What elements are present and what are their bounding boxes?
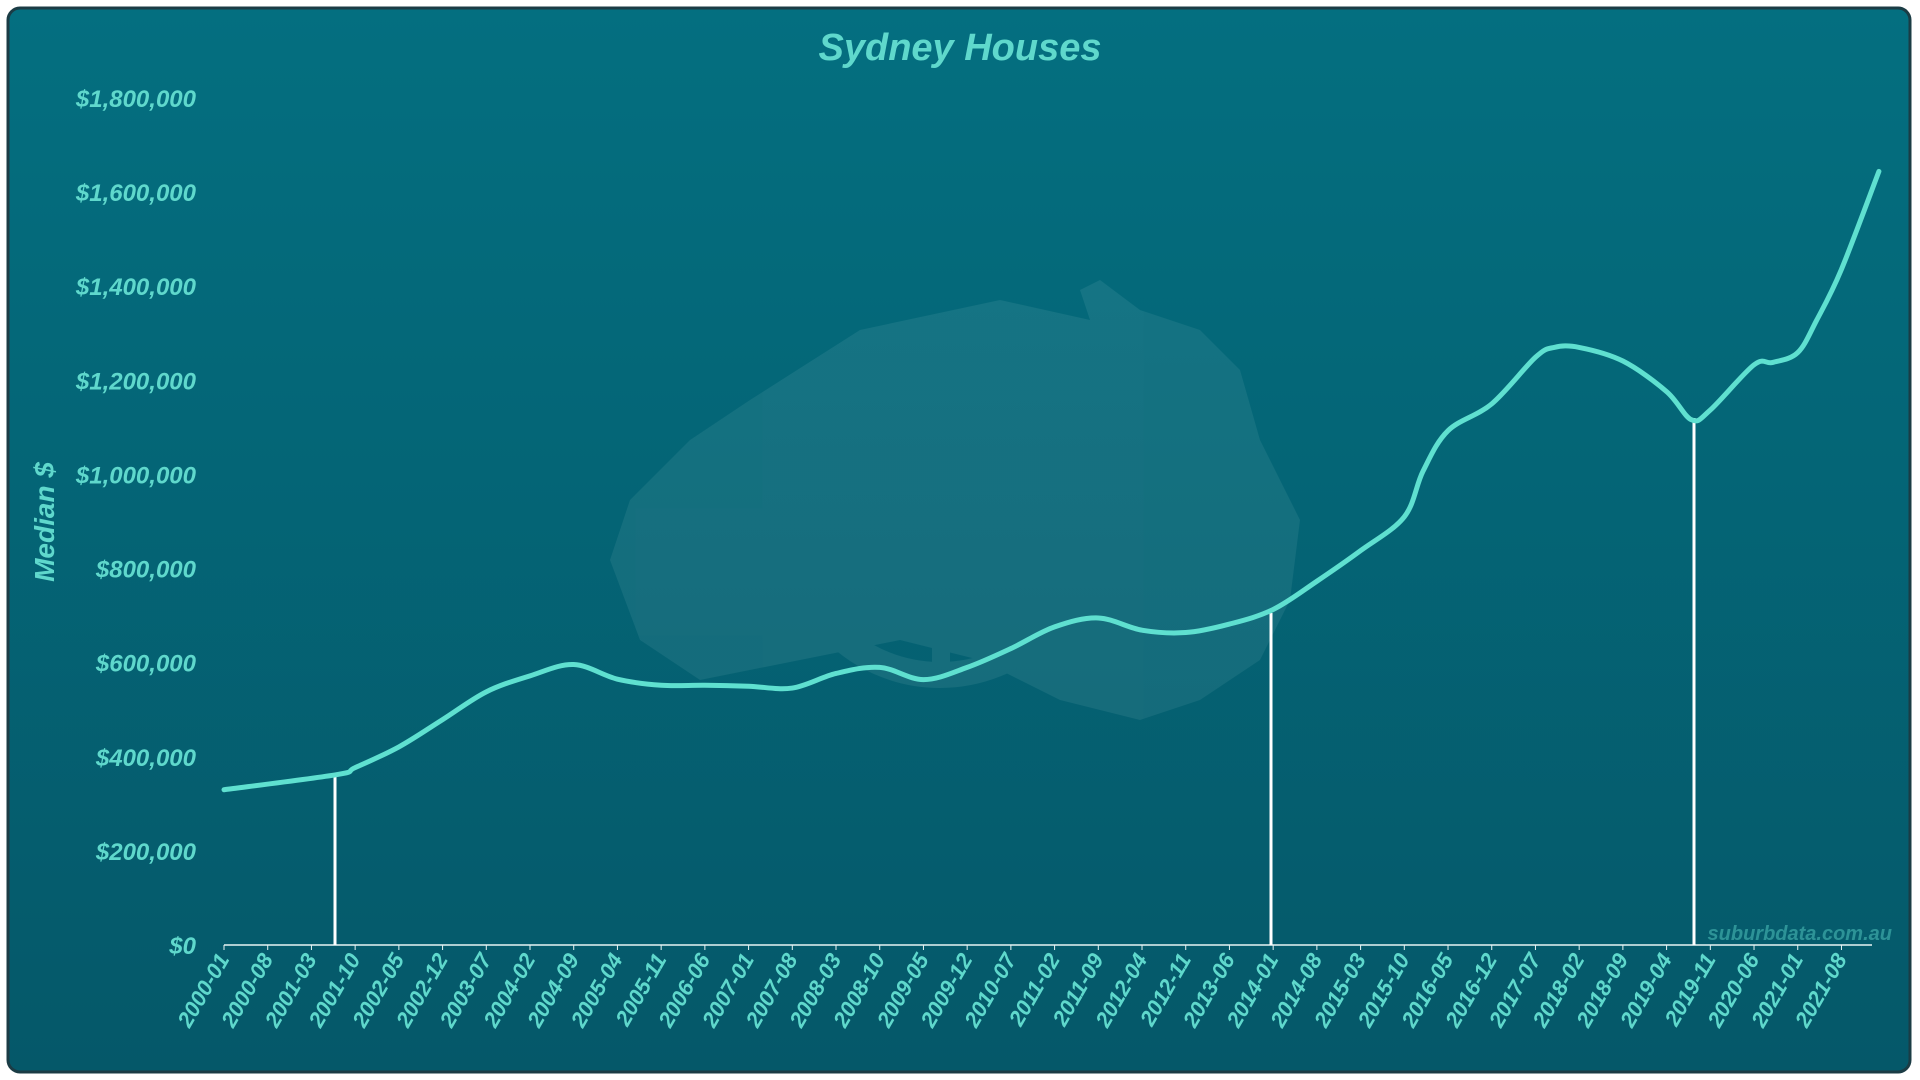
y-tick-label: $1,000,000	[75, 462, 197, 489]
y-tick-label: $1,200,000	[75, 368, 197, 395]
y-tick-label: $600,000	[95, 651, 197, 678]
watermark-logo	[610, 280, 1300, 720]
chart-title: Sydney Houses	[819, 27, 1102, 69]
watermark-text: suburbdata.com.au	[1708, 923, 1892, 945]
y-tick-label: $1,800,000	[75, 86, 197, 113]
y-axis-label: Median $	[29, 462, 60, 582]
y-tick-label: $800,000	[95, 557, 197, 584]
y-tick-label: $1,600,000	[75, 180, 197, 207]
y-tick-label: $0	[168, 933, 196, 960]
y-tick-label: $400,000	[95, 745, 197, 772]
y-tick-label: $200,000	[95, 839, 197, 866]
y-tick-label: $1,400,000	[75, 274, 197, 301]
line-series	[221, 168, 1882, 793]
panel	[6, 6, 1912, 1074]
